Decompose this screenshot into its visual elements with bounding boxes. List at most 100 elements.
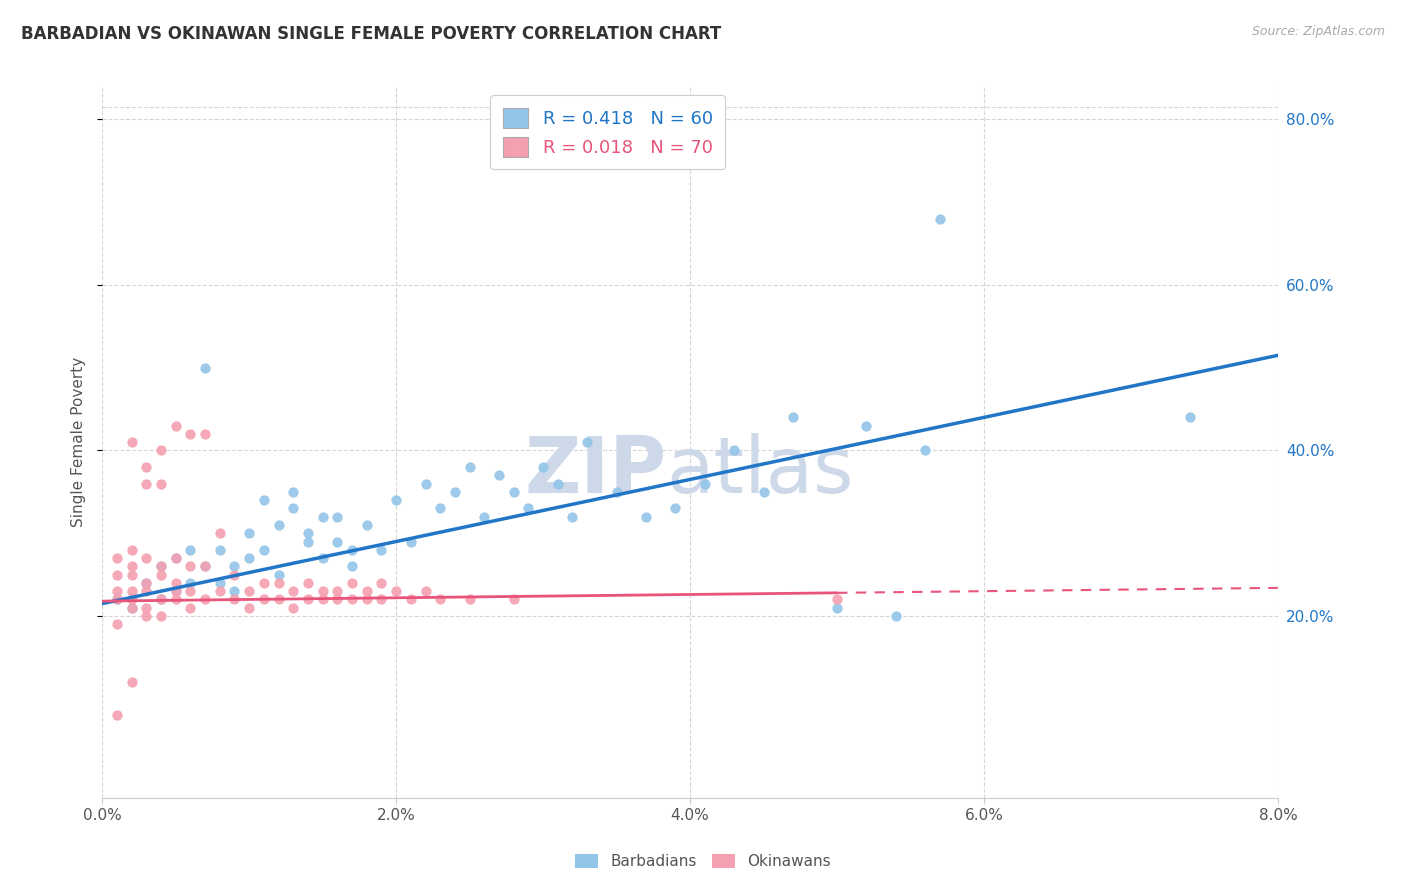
Point xyxy=(370,542,392,557)
Point xyxy=(370,592,392,607)
Point xyxy=(150,567,173,582)
Point xyxy=(150,592,173,607)
Point xyxy=(238,600,260,615)
Point xyxy=(502,592,524,607)
Point xyxy=(179,559,201,574)
Point xyxy=(121,600,143,615)
Point xyxy=(267,567,290,582)
Point xyxy=(135,575,157,590)
Point xyxy=(326,534,349,549)
Point xyxy=(283,484,305,499)
Point xyxy=(429,501,451,516)
Y-axis label: Single Female Poverty: Single Female Poverty xyxy=(72,357,86,527)
Point xyxy=(928,211,950,226)
Point xyxy=(326,584,349,599)
Point xyxy=(517,501,540,516)
Point xyxy=(208,542,231,557)
Point xyxy=(1178,410,1201,425)
Point xyxy=(165,551,187,566)
Point xyxy=(179,575,201,590)
Point xyxy=(825,600,848,615)
Point xyxy=(253,493,276,508)
Point xyxy=(253,575,276,590)
Point xyxy=(253,592,276,607)
Point xyxy=(121,542,143,557)
Point xyxy=(135,600,157,615)
Point xyxy=(326,592,349,607)
Point xyxy=(253,542,276,557)
Point xyxy=(238,526,260,541)
Point xyxy=(135,551,157,566)
Point xyxy=(121,435,143,450)
Point xyxy=(340,575,363,590)
Point xyxy=(238,551,260,566)
Point xyxy=(105,592,128,607)
Point xyxy=(135,584,157,599)
Legend: R = 0.418   N = 60, R = 0.018   N = 70: R = 0.418 N = 60, R = 0.018 N = 70 xyxy=(491,95,725,169)
Point xyxy=(179,426,201,441)
Point xyxy=(297,534,319,549)
Point xyxy=(267,575,290,590)
Point xyxy=(105,551,128,566)
Point xyxy=(121,584,143,599)
Point xyxy=(458,460,481,475)
Point xyxy=(311,592,333,607)
Point xyxy=(283,501,305,516)
Point xyxy=(723,443,745,458)
Point xyxy=(194,559,217,574)
Point xyxy=(326,509,349,524)
Point xyxy=(415,584,437,599)
Point xyxy=(150,559,173,574)
Point xyxy=(224,592,246,607)
Point xyxy=(179,542,201,557)
Point xyxy=(311,584,333,599)
Point xyxy=(340,559,363,574)
Point xyxy=(311,551,333,566)
Point xyxy=(458,592,481,607)
Point xyxy=(547,476,569,491)
Text: BARBADIAN VS OKINAWAN SINGLE FEMALE POVERTY CORRELATION CHART: BARBADIAN VS OKINAWAN SINGLE FEMALE POVE… xyxy=(21,25,721,43)
Point xyxy=(150,559,173,574)
Point xyxy=(782,410,804,425)
Point xyxy=(150,592,173,607)
Point xyxy=(105,567,128,582)
Point xyxy=(150,443,173,458)
Text: ZIP: ZIP xyxy=(524,433,666,508)
Point xyxy=(693,476,716,491)
Point xyxy=(914,443,936,458)
Point xyxy=(224,559,246,574)
Point xyxy=(399,534,422,549)
Legend: Barbadians, Okinawans: Barbadians, Okinawans xyxy=(569,848,837,875)
Point xyxy=(385,493,408,508)
Point xyxy=(165,418,187,433)
Point xyxy=(121,675,143,690)
Point xyxy=(311,509,333,524)
Point xyxy=(415,476,437,491)
Point xyxy=(165,592,187,607)
Point xyxy=(283,584,305,599)
Point xyxy=(340,592,363,607)
Point xyxy=(444,484,467,499)
Point xyxy=(194,559,217,574)
Point xyxy=(194,426,217,441)
Point xyxy=(194,592,217,607)
Point xyxy=(121,559,143,574)
Point xyxy=(340,542,363,557)
Point xyxy=(502,484,524,499)
Point xyxy=(165,551,187,566)
Point xyxy=(224,584,246,599)
Point xyxy=(531,460,554,475)
Point xyxy=(121,567,143,582)
Point xyxy=(238,584,260,599)
Point xyxy=(105,592,128,607)
Point xyxy=(385,584,408,599)
Point xyxy=(297,575,319,590)
Point xyxy=(356,584,378,599)
Point xyxy=(606,484,628,499)
Point xyxy=(150,609,173,624)
Point xyxy=(283,600,305,615)
Point xyxy=(267,592,290,607)
Point xyxy=(165,584,187,599)
Point xyxy=(488,468,510,483)
Point xyxy=(179,584,201,599)
